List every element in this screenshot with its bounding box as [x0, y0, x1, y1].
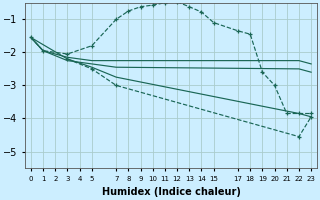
X-axis label: Humidex (Indice chaleur): Humidex (Indice chaleur) — [101, 187, 240, 197]
